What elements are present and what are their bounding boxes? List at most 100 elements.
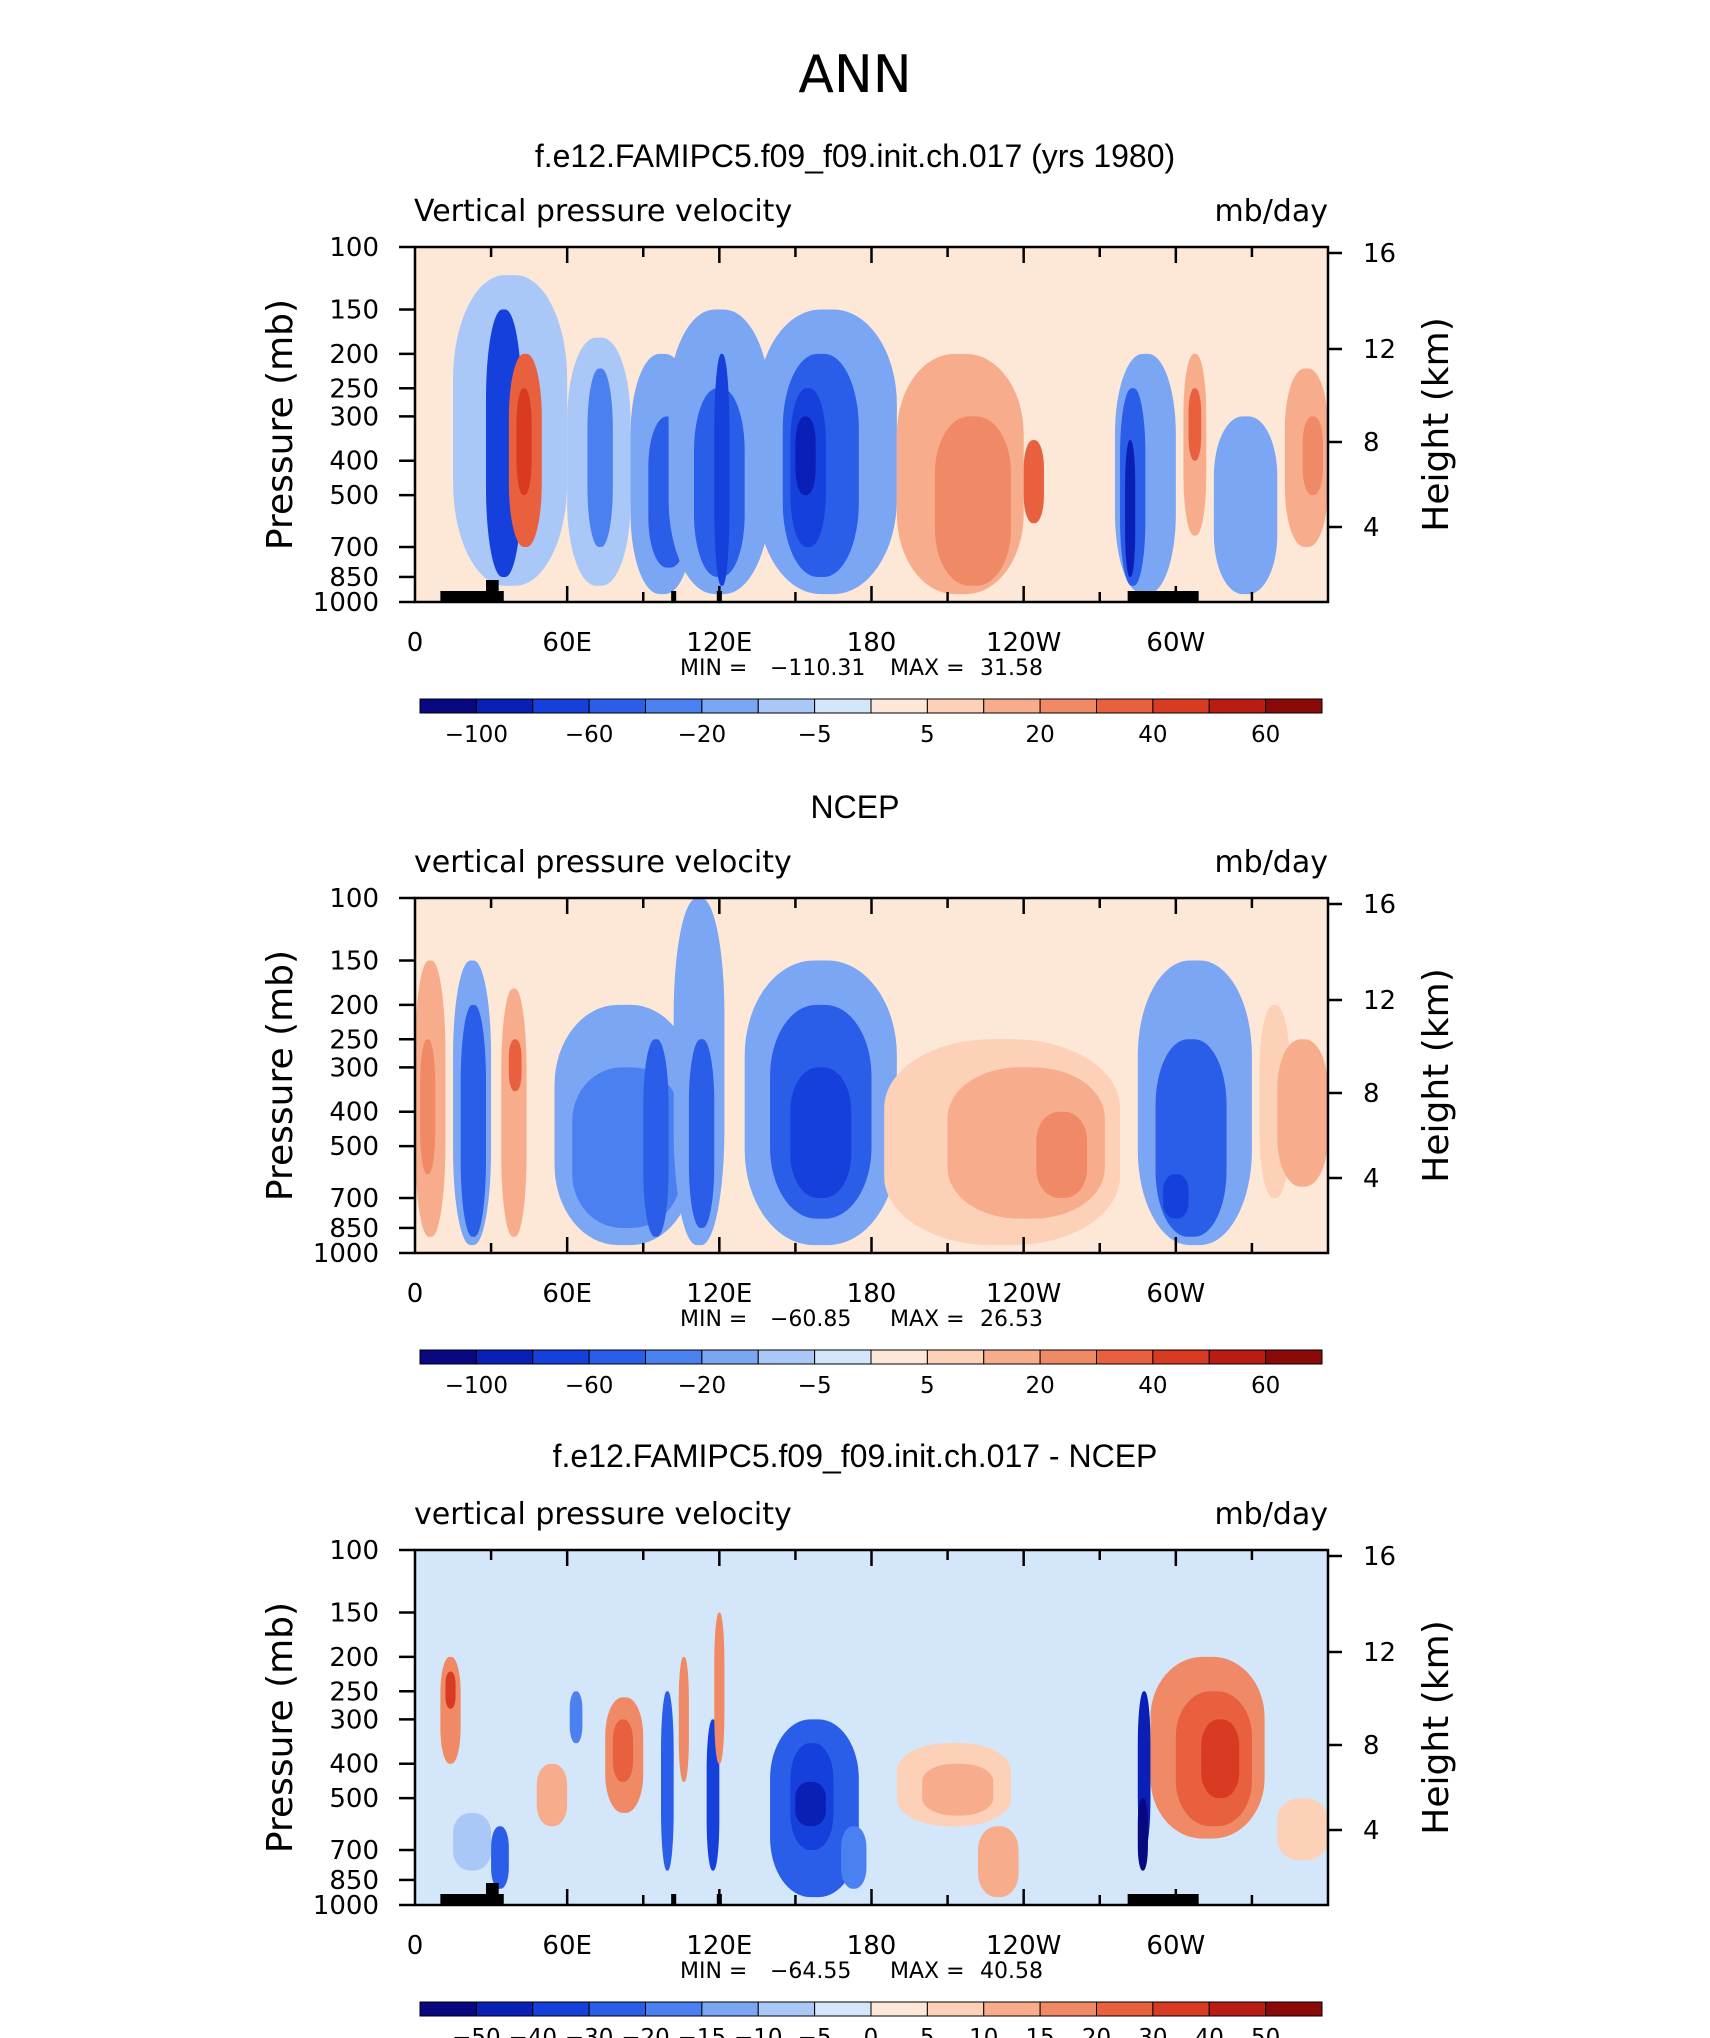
colorbar-swatch [588, 698, 646, 714]
contour-cell [501, 988, 527, 1237]
colorbar-label: −100 [445, 1373, 508, 1399]
colorbar-label: −50 [452, 2025, 501, 2038]
y-tick-label: 1000 [313, 1891, 379, 1921]
contour-cell [795, 416, 816, 496]
colorbar-swatch [588, 1349, 646, 1365]
y2-tick-label: 4 [1363, 513, 1380, 543]
x-tick-label: 60E [542, 1931, 592, 1961]
contour-cell [569, 1691, 583, 1744]
colorbar-swatch [1208, 2001, 1267, 2017]
land-mask [486, 580, 499, 602]
min-label: MIN = [680, 1959, 747, 1984]
min-value: −64.55 [770, 1959, 851, 1984]
min-label: MIN = [680, 656, 747, 681]
colorbar-swatch [475, 2001, 534, 2017]
panel-title: NCEP [811, 789, 900, 825]
colorbar-label: 60 [1251, 722, 1280, 748]
y-tick-label: 200 [329, 1643, 379, 1673]
colorbar-label: −5 [798, 2025, 832, 2038]
contour-cell [714, 353, 730, 586]
colorbar-swatch [701, 1349, 759, 1365]
y-tick-label: 250 [329, 1677, 379, 1707]
y-tick-label: 700 [329, 1184, 379, 1214]
variable-label: vertical pressure velocity [414, 1497, 792, 1532]
y-tick-label: 150 [329, 1599, 379, 1629]
colorbar-swatch [870, 2001, 928, 2017]
contour-cell [934, 416, 1011, 586]
y-tick-label: 400 [329, 1750, 379, 1780]
min-value: −60.85 [770, 1307, 851, 1332]
x-tick-label: 120E [686, 628, 752, 658]
min-label: MIN = [680, 1307, 747, 1332]
colorbar-label: 20 [1025, 1373, 1054, 1399]
max-value: 31.58 [980, 656, 1043, 681]
panel-title: f.e12.FAMIPC5.f09_f09.init.ch.017 - NCEP [553, 1438, 1158, 1474]
x-tick-label: 0 [407, 1931, 424, 1961]
x-tick-label: 120E [686, 1279, 752, 1309]
colorbar-label: −20 [678, 722, 727, 748]
x-tick-label: 180 [847, 628, 897, 658]
y-tick-label: 300 [329, 1705, 379, 1735]
y-tick-label: 150 [329, 296, 379, 326]
colorbar-swatch [645, 698, 703, 714]
y-tick-label: 300 [329, 1053, 379, 1083]
colorbar-swatch [419, 2001, 477, 2017]
x-tick-label: 60E [542, 628, 592, 658]
colorbar-label: −10 [734, 2025, 783, 2038]
y2-tick-label: 12 [1363, 986, 1396, 1016]
colorbar-swatch [757, 2001, 816, 2017]
colorbar-swatch [1152, 2001, 1210, 2017]
contour-cell [1277, 1039, 1328, 1187]
x-tick-label: 0 [407, 1279, 424, 1309]
max-value: 26.53 [980, 1307, 1043, 1332]
colorbar-label: 10 [969, 2025, 998, 2038]
y-tick-label: 700 [329, 533, 379, 563]
land-mask [440, 1894, 504, 1905]
colorbar-label: 20 [1082, 2025, 1111, 2038]
x-tick-label: 120W [986, 628, 1061, 658]
colorbar-swatch [926, 698, 985, 714]
contour-field [415, 898, 1328, 1253]
colorbar-label: 60 [1251, 1373, 1280, 1399]
max-label: MAX = [890, 1307, 965, 1332]
contour-cell [587, 368, 613, 548]
colorbar-swatch [532, 698, 590, 714]
colorbar-swatch [870, 1349, 928, 1365]
y-tick-label: 400 [329, 447, 379, 477]
colorbar-swatch [926, 1349, 985, 1365]
colorbar-label: 40 [1138, 722, 1167, 748]
contour-cell [1137, 1798, 1148, 1871]
figure-title: ANN [798, 45, 911, 105]
colorbar-swatch [645, 1349, 703, 1365]
land-mask [486, 1883, 499, 1905]
colorbar-swatch [532, 2001, 590, 2017]
colorbar-label: 15 [1025, 2025, 1054, 2038]
contour-cell [841, 1826, 867, 1889]
contour-cell [1213, 416, 1278, 595]
contour-cell [1188, 388, 1202, 461]
y2-tick-label: 8 [1363, 1079, 1380, 1109]
contour-cell [491, 1826, 509, 1889]
y-tick-label: 200 [329, 340, 379, 370]
y-tick-label: 1000 [313, 588, 379, 618]
max-value: 40.58 [980, 1959, 1043, 1984]
contour-cell [795, 1781, 826, 1827]
x-tick-label: 180 [847, 1931, 897, 1961]
colorbar-label: 20 [1025, 722, 1054, 748]
colorbar-swatch [1265, 2001, 1323, 2017]
contour-cell [678, 1656, 689, 1782]
colorbar-swatch [814, 698, 872, 714]
colorbar-swatch [1265, 1349, 1323, 1365]
colorbar-label: −5 [798, 722, 832, 748]
y-tick-label: 250 [329, 374, 379, 404]
contour-cell [415, 1550, 1328, 1905]
colorbar-label: 40 [1195, 2025, 1224, 2038]
colorbar-label: 5 [920, 2025, 935, 2038]
colorbar-swatch [475, 698, 534, 714]
land-mask [1127, 1894, 1199, 1905]
contour-cell [445, 1671, 456, 1709]
units-label: mb/day [1214, 1497, 1328, 1532]
x-tick-label: 60W [1146, 628, 1205, 658]
contour-cell [1036, 1111, 1088, 1199]
